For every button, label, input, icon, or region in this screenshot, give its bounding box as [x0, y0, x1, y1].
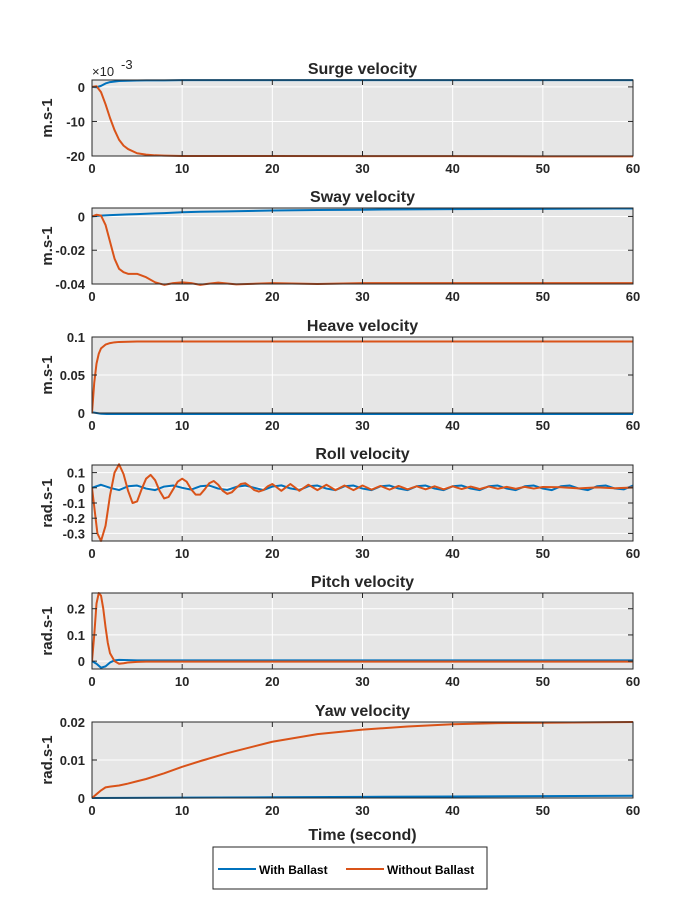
- series-line-without-ballast: [92, 721, 633, 799]
- x-tick-label: 30: [355, 803, 369, 818]
- x-tick-label: 0: [88, 161, 95, 176]
- x-tick-label: 10: [175, 418, 189, 433]
- series-line-with-ballast: [92, 411, 633, 415]
- x-tick-label: 0: [88, 803, 95, 818]
- subplot-6: 0 10 20 30 40 50 60 0 0.01 0.02 Yaw velocity rad.s-…: [39, 703, 640, 844]
- subplot-3: 0 10 20 30 40 50 60 0 0.05 0.1 Heave velocity m.s-1: [39, 318, 640, 433]
- y-tick-label: -20: [66, 149, 85, 164]
- y-tick-label: 0: [78, 654, 85, 669]
- subplot-5: 0 10 20 30 40 50 60 0 0.1 0.2 Pitch velocity rad.s-…: [39, 574, 640, 689]
- y-axis-label: m.s-1: [39, 355, 56, 394]
- subplot-2: 0 10 20 30 40 50 60 -0.04 -0.02 0 Sway velocity m.s…: [39, 189, 640, 304]
- x-tick-label: 40: [445, 161, 459, 176]
- series-line-with-ballast: [92, 483, 633, 492]
- x-tick-label: 60: [626, 803, 640, 818]
- x-tick-label: 50: [536, 418, 550, 433]
- series-line-with-ballast: [92, 658, 633, 669]
- legend: With Ballast Without Ballast: [212, 846, 488, 890]
- x-tick-label: 50: [536, 674, 550, 689]
- x-tick-label: 60: [626, 418, 640, 433]
- subplot-title: Sway velocity: [310, 189, 415, 206]
- subplot-title: Heave velocity: [307, 318, 418, 335]
- y-axis-label: rad.s-1: [39, 478, 56, 527]
- x-tick-label: 30: [355, 418, 369, 433]
- y-tick-label: 0: [78, 406, 85, 421]
- y-tick-label: -0.04: [55, 277, 85, 292]
- x-tick-label: 20: [265, 546, 279, 561]
- x-tick-label: 40: [445, 803, 459, 818]
- x-tick-label: 10: [175, 546, 189, 561]
- x-tick-label: 40: [445, 418, 459, 433]
- x-tick-label: 10: [175, 674, 189, 689]
- legend-label: With Ballast: [259, 863, 328, 877]
- x-tick-label: 20: [265, 418, 279, 433]
- x-tick-label: 0: [88, 674, 95, 689]
- y-tick-label: 0.02: [60, 715, 85, 730]
- x-tick-label: 0: [88, 546, 95, 561]
- subplot-1: 0 10 20 30 40 50 60 -20 -10 0 Surge velocity m.s-1 ×…: [39, 57, 640, 176]
- y-tick-label: -0.2: [63, 511, 85, 526]
- x-tick-label: 0: [88, 418, 95, 433]
- subplot-title: Surge velocity: [308, 61, 417, 78]
- x-tick-label: 20: [265, 803, 279, 818]
- y-tick-label: 0.1: [67, 466, 85, 481]
- x-tick-label: 60: [626, 161, 640, 176]
- y-tick-label: 0.01: [60, 753, 85, 768]
- y-axis-label: m.s-1: [39, 98, 56, 137]
- y-tick-label: 0: [78, 791, 85, 806]
- x-tick-label: 10: [175, 161, 189, 176]
- x-tick-label: 20: [265, 289, 279, 304]
- x-tick-label: 30: [355, 674, 369, 689]
- x-tick-label: 40: [445, 546, 459, 561]
- subplot-title: Roll velocity: [315, 446, 409, 463]
- x-tick-label: 60: [626, 546, 640, 561]
- x-tick-label: 60: [626, 674, 640, 689]
- y-tick-label: 0: [78, 80, 85, 95]
- y-axis-label: rad.s-1: [39, 735, 56, 784]
- x-tick-label: 60: [626, 289, 640, 304]
- x-tick-label: 30: [355, 289, 369, 304]
- y-tick-label: -10: [66, 114, 85, 129]
- series-line-with-ballast: [92, 207, 633, 218]
- y-tick-label: -0.3: [63, 526, 85, 541]
- y-exponent-power: -3: [121, 57, 133, 72]
- y-exponent-label: ×10: [92, 64, 114, 79]
- subplot-title: Pitch velocity: [311, 574, 414, 591]
- x-tick-label: 50: [536, 546, 550, 561]
- x-tick-label: 40: [445, 674, 459, 689]
- x-tick-label: 30: [355, 546, 369, 561]
- x-tick-label: 50: [536, 289, 550, 304]
- x-tick-label: 10: [175, 803, 189, 818]
- x-tick-label: 50: [536, 803, 550, 818]
- y-axis-label: rad.s-1: [39, 606, 56, 655]
- x-axis-label: Time (second): [308, 827, 416, 844]
- subplot-stack: 0 10 20 30 40 50 60 -20 -10 0 Surge velocity m.s-1 ×…: [39, 57, 640, 844]
- y-tick-label: 0: [78, 209, 85, 224]
- y-tick-label: 0.1: [67, 628, 85, 643]
- y-tick-label: -0.02: [55, 243, 85, 258]
- x-tick-label: 0: [88, 289, 95, 304]
- y-tick-label: 0.2: [67, 602, 85, 617]
- y-tick-label: 0.1: [67, 330, 85, 345]
- x-tick-label: 10: [175, 289, 189, 304]
- x-tick-label: 20: [265, 674, 279, 689]
- series-line-without-ballast: [92, 592, 633, 665]
- series-line-without-ballast: [92, 463, 633, 542]
- x-tick-label: 20: [265, 161, 279, 176]
- y-axis-label: m.s-1: [39, 226, 56, 265]
- y-tick-label: 0: [78, 481, 85, 496]
- x-tick-label: 50: [536, 161, 550, 176]
- x-tick-label: 40: [445, 289, 459, 304]
- subplot-title: Yaw velocity: [315, 703, 410, 720]
- y-tick-label: 0.05: [60, 368, 85, 383]
- series-line-without-ballast: [92, 340, 633, 414]
- y-tick-label: -0.1: [63, 496, 85, 511]
- x-tick-label: 30: [355, 161, 369, 176]
- legend-label: Without Ballast: [387, 863, 474, 877]
